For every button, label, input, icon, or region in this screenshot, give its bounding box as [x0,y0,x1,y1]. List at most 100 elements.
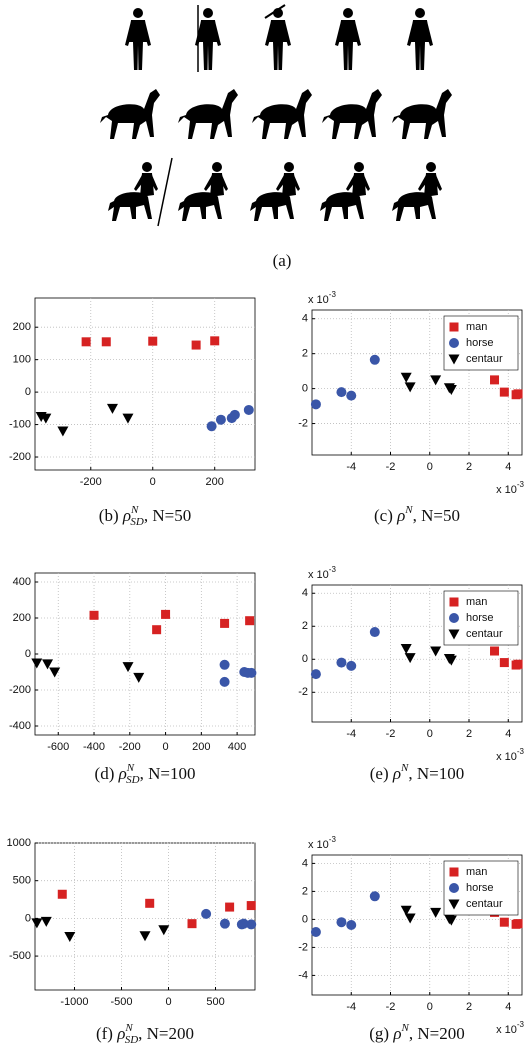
caption-symbol: ρ [122,506,131,525]
marker [430,646,442,657]
scale-exp: -3 [517,747,525,756]
plot-frame [34,297,256,471]
x-tick-label: 2 [466,1001,472,1013]
marker [229,409,240,420]
marker [31,918,43,929]
marker [122,413,134,424]
y-tick-label: 0 [25,648,31,660]
scale-label: x 10-3 [308,565,336,581]
caption-symbol: ρ [392,764,401,783]
marker [243,404,254,415]
y-tick-label: 0 [302,383,308,395]
x-tick-label: -2 [386,1001,396,1013]
marker [404,653,416,664]
marker [246,901,256,911]
y-tick-label: 200 [13,321,31,333]
marker [133,672,145,683]
marker [245,616,255,626]
caption-text: , N=50 [144,506,191,525]
caption: (c) ρN, N=50 [374,504,460,525]
x-tick-label: -600 [47,741,69,753]
marker [400,905,412,916]
marker [400,644,412,655]
y-tick-label: 0 [302,913,308,925]
marker [49,667,61,678]
scale-exp: -3 [517,1020,525,1029]
caption-text: , N=50 [413,506,460,525]
marker [57,889,67,899]
x-tick-label: 200 [206,476,224,488]
marker [122,662,134,673]
y-tick-label: -200 [9,684,31,696]
marker [310,927,321,937]
caption: (e) ρN, N=100 [370,762,465,783]
caption-label: (g) [369,1024,389,1043]
x-tick-label: -500 [110,996,132,1008]
caption-label: (c) [374,506,393,525]
scale-label: x 10-3 [308,835,336,851]
marker [513,659,523,669]
caption: (b) ρN SD, N=50 [99,504,191,528]
marker [64,931,76,942]
marker [191,340,201,350]
x-tick-label: 0 [427,461,433,473]
caption-text: , N=100 [140,764,196,783]
marker [40,413,52,424]
marker [369,354,380,365]
marker [40,916,52,927]
x-tick-label: 0 [427,728,433,740]
plot-frame [34,842,256,991]
marker [346,920,357,930]
caption-sup: N [404,504,413,516]
x-tick-label: -2 [386,461,396,473]
y-tick-label: 2 [302,348,308,360]
marker [215,414,226,425]
scale-label: x 10-3 [496,480,524,496]
caption-symbol: ρ [396,506,405,525]
marker [310,669,321,680]
marker [430,907,442,918]
marker [449,613,459,623]
y-tick-label: -2 [298,417,308,429]
scale-base: x 10 [308,839,329,851]
scale-base: x 10 [496,751,517,763]
marker [499,658,509,668]
marker [336,917,347,928]
marker [187,919,197,929]
marker [449,338,459,348]
y-tick-label: 0 [25,912,31,924]
marker [499,917,509,927]
x-tick-label: -200 [80,476,102,488]
marker [513,389,523,399]
caption-text: , N=200 [138,1024,194,1043]
y-tick-label: 500 [13,875,31,887]
marker [449,322,459,332]
caption-label: (d) [95,764,115,783]
marker [106,403,118,414]
legend-label: horse [466,337,494,349]
y-tick-label: -400 [9,720,31,732]
legend-label: man [466,321,487,333]
caption-sub: SD [130,516,144,528]
marker [57,426,69,437]
y-tick-label: 4 [302,313,308,325]
marker [161,609,171,619]
marker [31,658,43,669]
caption-label: (e) [370,764,389,783]
x-tick-label: 0 [165,996,171,1008]
marker [219,659,230,670]
plot: -1000 -500 0 500 -500 0 500 1000 (f) ρN SD, N=200 [7,837,257,1046]
caption: (g) ρN, N=200 [369,1022,464,1043]
scale-exp: -3 [329,565,337,574]
marker [445,384,457,395]
caption-symbol: ρ [392,1024,401,1043]
caption-sub: SD [125,1034,139,1046]
caption-label: (b) [99,506,119,525]
marker [430,375,442,386]
x-tick-label: -4 [346,461,356,473]
marker [158,925,170,936]
marker [513,919,523,929]
x-tick-label: 4 [505,728,511,740]
x-tick-label: 0 [427,1001,433,1013]
